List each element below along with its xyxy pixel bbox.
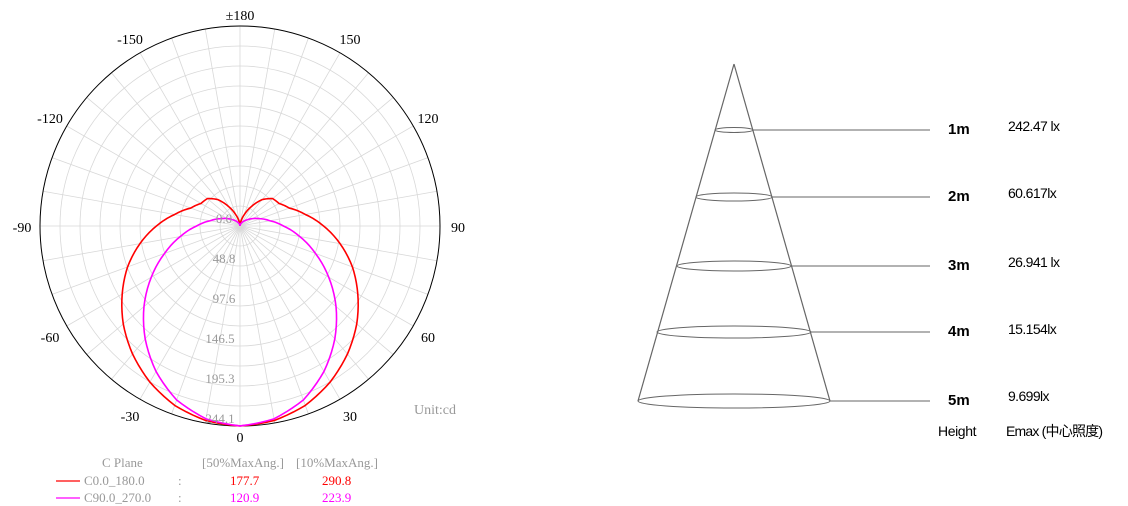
polar-ring-8 — [79, 65, 401, 387]
polar-ring-2 — [199, 185, 281, 267]
lux-value-5m: 9.699lx — [1008, 388, 1050, 404]
polar-ring-6 — [119, 105, 361, 347]
polar-ring-1 — [219, 205, 261, 247]
polar-curves — [121, 197, 359, 427]
legend-header-plane: C Plane — [102, 455, 143, 470]
radial-label-4: 195.3 — [205, 371, 234, 386]
legend-sep-c90: : — [178, 490, 182, 505]
lux-value-4m: 15.154lx — [1008, 321, 1057, 337]
footer-height-label: Height — [938, 423, 977, 439]
polar-ring-5 — [139, 125, 341, 327]
lux-value-2m: 60.617lx — [1008, 185, 1057, 201]
height-label-5m: 5m — [948, 392, 970, 409]
footer-emax-label: Emax (中心照度) — [1006, 423, 1102, 439]
radial-label-0: 0.0 — [216, 211, 232, 226]
angle-label-left: -90 — [13, 221, 32, 236]
legend-name-c90: C90.0_270.0 — [84, 490, 151, 505]
cone-ring-3m — [676, 260, 792, 272]
angle-label-lower-left-1: -60 — [41, 331, 60, 346]
polar-ring-3 — [179, 165, 301, 287]
legend-header-50: [50%MaxAng.] — [202, 455, 284, 470]
angle-label-lower-right-1: 60 — [421, 331, 435, 346]
cone-right-edge — [733, 63, 831, 402]
angle-label-right: 90 — [451, 221, 465, 236]
radial-label-2: 97.6 — [213, 291, 236, 306]
angle-label-upper-left-2: -120 — [37, 112, 63, 127]
polar-ring-7 — [99, 85, 381, 367]
legend-name-c0: C0.0_180.0 — [84, 473, 145, 488]
height-label-2m: 2m — [948, 188, 970, 205]
polar-ring-9 — [59, 45, 421, 407]
polar-series-c90-270 — [142, 217, 338, 427]
legend-header-10: [10%MaxAng.] — [296, 455, 378, 470]
angle-label-upper-left-1: -150 — [117, 33, 143, 48]
lux-value-3m: 26.941 lx — [1008, 254, 1060, 270]
legend-v50-c90: 120.9 — [230, 490, 259, 505]
illuminance-cone-diagram: 1m 2m 3m 4m 5m 242.47 lx 60.617lx 26.941… — [637, 63, 1103, 439]
polar-ring-4 — [159, 145, 321, 307]
height-label-3m: 3m — [948, 257, 970, 274]
radial-label-1: 48.8 — [213, 251, 236, 266]
polar-intensity-diagram: ±180 -150 150 -120 120 -90 90 -60 60 -30… — [13, 9, 465, 505]
cone-ring-1m — [714, 127, 754, 133]
height-label-4m: 4m — [948, 323, 970, 340]
legend-sep-c0: : — [178, 473, 182, 488]
legend-v10-c0: 290.8 — [322, 473, 351, 488]
legend-v50-c0: 177.7 — [230, 473, 260, 488]
cone-ring-2m — [695, 192, 773, 202]
angle-label-top: ±180 — [226, 9, 255, 24]
height-label-1m: 1m — [948, 121, 970, 138]
lux-value-1m: 242.47 lx — [1008, 118, 1060, 134]
unit-label: Unit:cd — [414, 403, 456, 418]
legend-v10-c90: 223.9 — [322, 490, 351, 505]
angle-label-upper-right-1: 150 — [340, 33, 361, 48]
angle-label-lower-left-2: -30 — [121, 410, 140, 425]
angle-label-lower-right-2: 30 — [343, 410, 357, 425]
angle-label-upper-right-2: 120 — [418, 112, 439, 127]
radial-label-3: 146.5 — [205, 331, 234, 346]
cone-ring-5m — [637, 393, 831, 409]
angle-label-bottom: 0 — [237, 431, 244, 446]
cone-ring-4m — [656, 325, 812, 339]
cone-left-edge — [637, 63, 735, 402]
radial-label-5: 244.1 — [205, 411, 234, 426]
